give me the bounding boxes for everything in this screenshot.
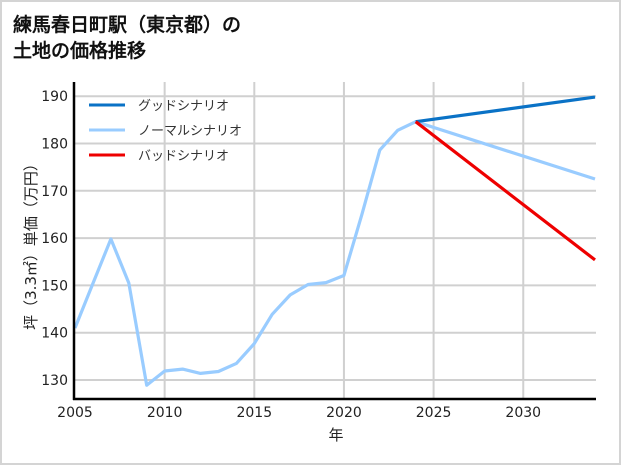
y-tick-label: 160 (41, 231, 68, 247)
gridlines (74, 82, 596, 399)
chart-title-line2: 土地の価格推移 (13, 40, 147, 62)
y-tick-label: 140 (41, 326, 68, 342)
legend-label: バッドシナリオ (138, 149, 229, 164)
x-tick-label: 2005 (57, 405, 93, 421)
series-lines (73, 95, 596, 387)
y-axis-label: 坪（3.3㎡）単価（万円） (22, 156, 40, 330)
x-tick-label: 2030 (505, 405, 541, 421)
legend-label: グッドシナリオ (138, 99, 229, 114)
series-line (73, 120, 596, 387)
x-axis-label: 年 (328, 426, 343, 444)
y-tick-label: 170 (41, 184, 68, 200)
chart-title: 練馬春日町駅（東京都）の 土地の価格推移 (13, 12, 241, 64)
x-tick-label: 2010 (147, 405, 183, 421)
x-tick-label: 2020 (326, 405, 362, 421)
series-line (415, 95, 596, 124)
legend-label: ノーマルシナリオ (138, 124, 242, 139)
series-line (414, 120, 596, 262)
x-tick-label: 2025 (416, 405, 452, 421)
x-tick-label: 2015 (236, 405, 272, 421)
y-tick-label: 150 (41, 278, 68, 294)
chart-title-line1: 練馬春日町駅（東京都）の (13, 14, 242, 36)
axes: 130 140 150 160 170 180 190 2005 2010 2015 2020 202… (41, 82, 596, 421)
y-tick-label: 130 (41, 373, 68, 389)
y-tick-label: 190 (41, 89, 68, 105)
y-tick-label: 180 (41, 137, 68, 153)
